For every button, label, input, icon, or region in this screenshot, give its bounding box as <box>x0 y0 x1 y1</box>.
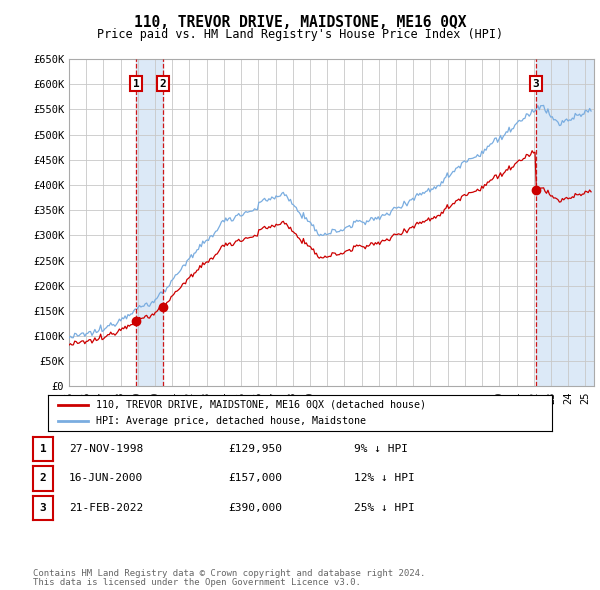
Text: £390,000: £390,000 <box>228 503 282 513</box>
Bar <box>136 59 163 386</box>
Text: 110, TREVOR DRIVE, MAIDSTONE, ME16 0QX: 110, TREVOR DRIVE, MAIDSTONE, ME16 0QX <box>134 15 466 30</box>
Text: 9% ↓ HPI: 9% ↓ HPI <box>354 444 408 454</box>
Text: 25% ↓ HPI: 25% ↓ HPI <box>354 503 415 513</box>
Text: 110, TREVOR DRIVE, MAIDSTONE, ME16 0QX (detached house): 110, TREVOR DRIVE, MAIDSTONE, ME16 0QX (… <box>96 400 426 410</box>
Text: £129,950: £129,950 <box>228 444 282 454</box>
Text: 1: 1 <box>40 444 46 454</box>
Text: Price paid vs. HM Land Registry's House Price Index (HPI): Price paid vs. HM Land Registry's House … <box>97 28 503 41</box>
Text: This data is licensed under the Open Government Licence v3.0.: This data is licensed under the Open Gov… <box>33 578 361 588</box>
Bar <box>536 59 594 386</box>
Text: £157,000: £157,000 <box>228 474 282 483</box>
Text: Contains HM Land Registry data © Crown copyright and database right 2024.: Contains HM Land Registry data © Crown c… <box>33 569 425 578</box>
Text: 2: 2 <box>40 474 46 483</box>
Text: 3: 3 <box>40 503 46 513</box>
Text: 27-NOV-1998: 27-NOV-1998 <box>69 444 143 454</box>
Text: 16-JUN-2000: 16-JUN-2000 <box>69 474 143 483</box>
Text: 3: 3 <box>533 78 539 88</box>
Text: 21-FEB-2022: 21-FEB-2022 <box>69 503 143 513</box>
Text: 1: 1 <box>133 78 140 88</box>
Text: 2: 2 <box>160 78 166 88</box>
Text: 12% ↓ HPI: 12% ↓ HPI <box>354 474 415 483</box>
Text: HPI: Average price, detached house, Maidstone: HPI: Average price, detached house, Maid… <box>96 416 366 426</box>
